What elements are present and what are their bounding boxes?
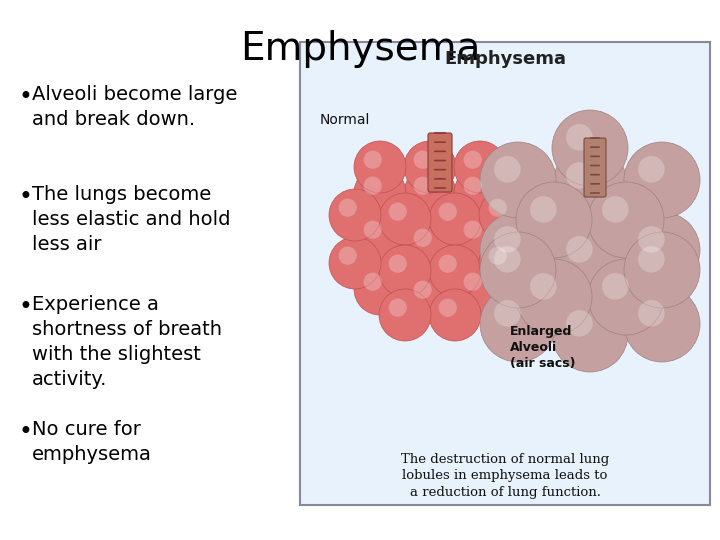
FancyBboxPatch shape: [584, 138, 606, 197]
Circle shape: [354, 211, 406, 263]
Circle shape: [566, 236, 593, 262]
Circle shape: [552, 222, 628, 298]
Circle shape: [329, 237, 381, 289]
Text: •: •: [18, 85, 32, 109]
Circle shape: [379, 245, 431, 297]
Circle shape: [464, 273, 482, 291]
Circle shape: [404, 141, 456, 193]
Circle shape: [489, 247, 507, 265]
Circle shape: [530, 273, 557, 300]
Circle shape: [329, 189, 381, 241]
Circle shape: [530, 196, 557, 222]
Circle shape: [429, 245, 481, 297]
Circle shape: [638, 246, 665, 273]
Circle shape: [588, 182, 664, 258]
Circle shape: [602, 273, 629, 300]
Circle shape: [389, 255, 407, 273]
Circle shape: [638, 156, 665, 183]
Text: Enlarged
Alveoli
(air sacs): Enlarged Alveoli (air sacs): [510, 325, 575, 370]
Circle shape: [364, 273, 382, 291]
Circle shape: [638, 226, 665, 253]
Circle shape: [479, 189, 531, 241]
Text: Alveoli become large
and break down.: Alveoli become large and break down.: [32, 85, 238, 129]
Circle shape: [379, 193, 431, 245]
Circle shape: [438, 299, 456, 317]
FancyBboxPatch shape: [300, 42, 710, 505]
Circle shape: [494, 226, 521, 253]
Circle shape: [489, 199, 507, 217]
Text: •: •: [18, 295, 32, 319]
Circle shape: [464, 177, 482, 195]
Text: Emphysema: Emphysema: [240, 30, 480, 68]
Circle shape: [624, 232, 700, 308]
Circle shape: [454, 141, 506, 193]
Circle shape: [429, 289, 481, 341]
Circle shape: [338, 247, 357, 265]
Circle shape: [464, 221, 482, 239]
Circle shape: [552, 110, 628, 186]
Circle shape: [480, 212, 556, 288]
Text: •: •: [18, 420, 32, 444]
Circle shape: [364, 177, 382, 195]
Text: •: •: [18, 185, 32, 209]
Circle shape: [379, 289, 431, 341]
Circle shape: [566, 162, 593, 188]
Circle shape: [494, 156, 521, 183]
Circle shape: [413, 281, 432, 299]
FancyBboxPatch shape: [428, 133, 452, 192]
Circle shape: [552, 148, 628, 224]
Circle shape: [638, 300, 665, 327]
Circle shape: [413, 151, 432, 169]
Circle shape: [602, 196, 629, 222]
Text: No cure for
emphysema: No cure for emphysema: [32, 420, 152, 464]
Circle shape: [438, 255, 456, 273]
Text: The destruction of normal lung
lobules in emphysema leads to
a reduction of lung: The destruction of normal lung lobules i…: [401, 453, 609, 499]
Circle shape: [438, 202, 456, 221]
Circle shape: [480, 232, 556, 308]
Circle shape: [494, 246, 521, 273]
Circle shape: [566, 310, 593, 336]
Circle shape: [429, 193, 481, 245]
Circle shape: [454, 167, 506, 219]
Circle shape: [389, 299, 407, 317]
Text: The lungs become
less elastic and hold
less air: The lungs become less elastic and hold l…: [32, 185, 230, 254]
Text: Normal: Normal: [320, 113, 370, 127]
Circle shape: [389, 202, 407, 221]
Text: Emphysema: Emphysema: [444, 50, 566, 68]
Circle shape: [464, 151, 482, 169]
Circle shape: [354, 167, 406, 219]
Circle shape: [413, 177, 432, 195]
Circle shape: [624, 142, 700, 218]
Circle shape: [494, 300, 521, 327]
Circle shape: [624, 286, 700, 362]
Circle shape: [516, 259, 592, 335]
Circle shape: [588, 259, 664, 335]
Circle shape: [454, 263, 506, 315]
Circle shape: [624, 212, 700, 288]
Circle shape: [354, 141, 406, 193]
Text: Experience a
shortness of breath
with the slightest
activity.: Experience a shortness of breath with th…: [32, 295, 222, 389]
Circle shape: [552, 296, 628, 372]
Circle shape: [479, 237, 531, 289]
Circle shape: [338, 199, 357, 217]
Circle shape: [404, 271, 456, 323]
Circle shape: [354, 263, 406, 315]
Circle shape: [454, 211, 506, 263]
Circle shape: [413, 228, 432, 247]
Circle shape: [566, 124, 593, 151]
Circle shape: [364, 221, 382, 239]
Circle shape: [516, 182, 592, 258]
Circle shape: [364, 151, 382, 169]
Circle shape: [404, 167, 456, 219]
Circle shape: [480, 286, 556, 362]
Circle shape: [480, 142, 556, 218]
Circle shape: [404, 219, 456, 271]
